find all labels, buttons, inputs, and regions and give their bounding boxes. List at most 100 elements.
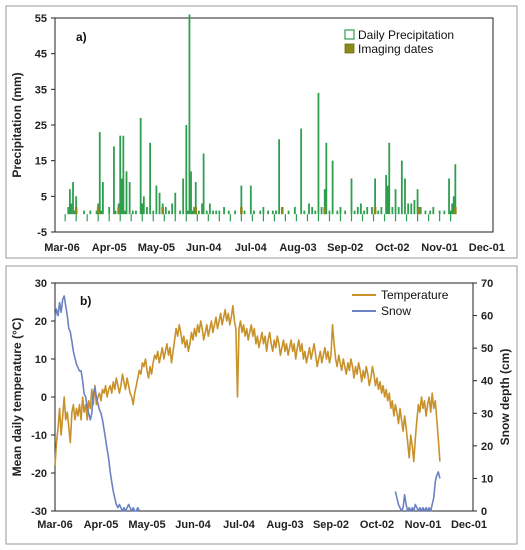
panel-b-legend: Temperature Snow [352,288,449,318]
precip-bar [100,210,103,215]
precip-bar [188,14,191,215]
imaging-date-bar [161,207,164,215]
legend-label-temperature: Temperature [381,288,449,302]
precip-bar [371,207,373,215]
precip-bar [125,171,128,215]
precip-bar [267,210,270,215]
precip-bar [386,185,389,215]
precip-bar [416,189,419,215]
panel-a-xtick-label: May-05 [138,242,175,254]
precip-bar [202,153,205,215]
legend-swatch-imaging-dates [344,43,355,54]
precip-bar [424,210,427,215]
precip-bar [400,160,403,215]
imaging-date-bar [240,207,243,215]
precip-bar [308,203,310,215]
precip-bar [454,164,457,215]
precip-bar [314,210,317,215]
panel-b-ytick-label: 20 [35,316,47,328]
legend-swatch-daily-precipitation [344,29,355,40]
precip-bar [89,210,92,215]
panel-a-ylabel: Precipitation (mm) [10,72,24,177]
panel-a-xtick-label: Apr-05 [92,242,127,254]
panel-a-legend: Daily Precipitation Imaging dates [344,28,454,56]
precip-bar [194,182,197,215]
precip-bar [120,178,123,215]
precip-bar [407,203,410,215]
panel-b-ytick-label: 0 [41,392,47,404]
precip-bar [448,178,450,215]
precip-bar [114,210,117,215]
precip-bar [356,207,359,215]
precip-bar [234,210,236,215]
precip-bar [142,196,145,215]
panel-b-y-ticks: -30 -20 -10 0 10 20 30 [31,278,55,518]
precip-bar [75,196,78,215]
precip-bar [293,207,296,215]
precip-bar [391,207,394,215]
precip-bar [191,210,194,215]
precip-bar [119,135,122,215]
imaging-date-bar [323,207,327,215]
precip-bar [443,210,446,215]
precip-bar [113,146,115,215]
precip-bar [168,210,170,215]
precip-bar [331,160,334,215]
precip-bar [328,210,331,215]
panel-a-bars [64,14,457,222]
panel-b-ylabel-right: Snow depth (cm) [498,349,512,446]
panel-b: -30 -20 -10 0 10 20 30 0 10 20 30 40 50 60 70 Mar-06 A… [5,265,518,545]
precip-bar [287,210,290,215]
precip-bar [212,210,214,215]
precip-bar [397,207,400,215]
precip-bar [278,139,281,215]
precip-bar [303,210,306,215]
precip-bar [275,210,277,215]
precip-bar [186,210,189,215]
precip-bar [363,210,365,215]
precip-bar [227,210,230,215]
panel-a-ytick-label: 15 [35,156,47,168]
precip-bar [419,207,422,215]
precip-bar [158,192,161,215]
panel-a: -5 5 15 25 35 45 55 Mar-06 Apr-05 May-05 Jun-04 Ju… [5,5,518,259]
precip-bar [438,210,441,215]
panel-b-ytick-right-label: 0 [481,506,487,518]
precip-bar [366,207,369,215]
panel-b-xtick-label: Sep-02 [313,519,349,531]
precip-bar [377,210,380,215]
legend-label-snow: Snow [381,304,411,318]
panel-b-ytick-right-label: 20 [481,441,493,453]
imaging-date-bar [417,207,421,215]
precip-bar [190,171,192,215]
precip-bar [360,203,362,215]
panel-a-ytick-label: -5 [37,227,47,239]
precip-bar [205,210,208,215]
panel-b-xtick-label: Jun-04 [175,519,211,531]
precip-bar [108,207,111,215]
precip-bar [262,207,265,215]
panel-b-plot-area [54,282,474,512]
panel-b-xtick-label: May-05 [128,519,165,531]
panel-b-xtick-label: Apr-05 [84,519,119,531]
precip-bar [271,210,274,215]
panel-b-ytick-right-label: 70 [481,278,493,290]
panel-b-ytick-label: 30 [35,278,47,290]
imaging-date-bar [117,207,120,215]
precip-bar [385,174,388,215]
panel-b-xtick-label: Nov-01 [405,519,442,531]
precip-bar [124,210,126,215]
precip-bar [249,185,252,215]
precip-bar [98,132,101,215]
precip-bar [95,210,98,215]
precip-bar [72,182,74,215]
panel-a-ytick-label: 55 [35,13,47,25]
panel-a-xtick-label: Sep-02 [327,242,363,254]
precip-bar [320,207,323,215]
panel-a-ytick-label: 45 [35,49,47,61]
precip-bar [394,189,397,215]
panel-b-ylabel-left: Mean daily temperature (°C) [10,318,24,477]
panel-b-xtick-label: Mar-06 [37,519,72,531]
panel-a-xtick-label: Jul-04 [235,242,268,254]
